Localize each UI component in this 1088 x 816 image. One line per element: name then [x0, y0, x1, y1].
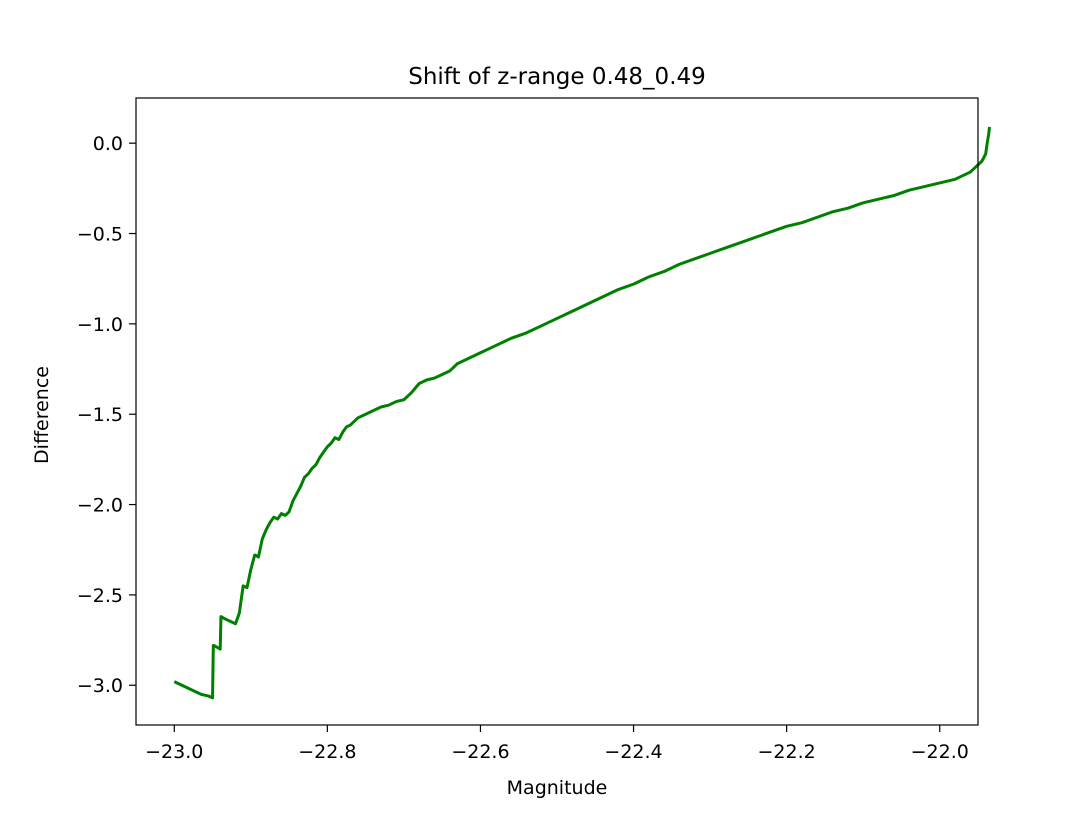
axes-frame	[135, 97, 979, 726]
x-tick-label: −22.0	[911, 741, 969, 763]
x-tick-label: −22.8	[298, 741, 356, 763]
y-tick-label: −2.0	[77, 495, 123, 517]
chart-title: Shift of z-range 0.48_0.49	[408, 64, 706, 90]
y-tick-label: −2.5	[77, 585, 123, 607]
y-tick-label: 0.0	[93, 133, 123, 155]
y-tick-label: −0.5	[77, 224, 123, 246]
plot-area	[173, 126, 991, 700]
x-tick-label: −22.6	[451, 741, 509, 763]
x-axis-label: Magnitude	[507, 777, 608, 799]
x-axis-ticks: −23.0 −22.8 −22.6 −22.4 −22.2 −22.0	[145, 725, 969, 763]
y-tick-label: −1.5	[77, 404, 123, 426]
y-tick-label: −1.0	[77, 314, 123, 336]
y-tick-label: −3.0	[77, 675, 123, 697]
y-axis-ticks: 0.0 −0.5 −1.0 −1.5 −2.0 −2.5 −3.0	[77, 133, 136, 697]
y-axis-label: Difference	[31, 366, 53, 464]
x-tick-label: −22.4	[604, 741, 662, 763]
x-tick-label: −23.0	[145, 741, 203, 763]
x-tick-label: −22.2	[758, 741, 816, 763]
series-line-0	[173, 126, 991, 700]
